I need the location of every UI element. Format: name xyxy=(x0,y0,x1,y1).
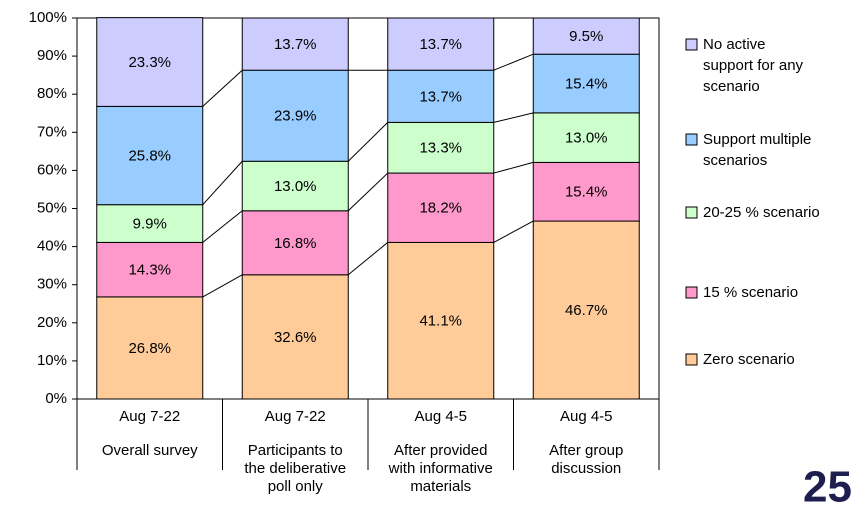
bar-segment xyxy=(241,17,349,71)
connector xyxy=(493,220,534,243)
bar-segment xyxy=(241,274,349,400)
data-label: 26.8% xyxy=(128,340,171,357)
data-label: 9.5% xyxy=(569,28,603,45)
bar-segment xyxy=(387,241,495,400)
data-label: 13.0% xyxy=(565,130,608,147)
bar-segment xyxy=(96,204,204,243)
y-tick-label: 0% xyxy=(45,390,67,407)
connector xyxy=(347,242,389,276)
bar-segment xyxy=(96,296,204,400)
y-tick-label: 30% xyxy=(37,276,67,293)
bar-segment xyxy=(532,17,640,55)
data-label: 13.3% xyxy=(419,140,462,157)
connector xyxy=(347,122,389,162)
bar-segment xyxy=(387,17,495,71)
connector xyxy=(493,161,534,174)
legend-swatch xyxy=(685,286,698,299)
y-tick-label: 40% xyxy=(37,238,67,255)
connector xyxy=(493,53,534,71)
legend-label: No active support for any scenario xyxy=(703,36,804,95)
data-label: 25.8% xyxy=(128,148,171,165)
bar-segment xyxy=(241,160,349,212)
y-tick-label: 90% xyxy=(37,47,67,64)
bar-segment xyxy=(96,241,204,298)
y-tick-label: 60% xyxy=(37,161,67,178)
data-label: 15.4% xyxy=(565,76,608,93)
connector xyxy=(202,160,243,206)
x-tick-label: Aug 4-5 xyxy=(414,408,467,425)
bar-segment xyxy=(96,105,204,206)
data-label: 13.0% xyxy=(274,178,317,195)
y-tick-label: 10% xyxy=(37,352,67,369)
page-number: 25 xyxy=(803,463,852,506)
data-label: 18.2% xyxy=(419,200,462,217)
connector xyxy=(347,172,389,212)
data-label: 9.9% xyxy=(133,216,167,233)
x-sublabel: Participants to the deliberative poll only xyxy=(244,442,346,495)
bar-segment xyxy=(532,220,640,400)
bar-segment xyxy=(387,172,495,243)
x-sublabel: After provided with informative materials xyxy=(388,442,493,495)
bar-segment xyxy=(387,69,495,123)
data-label: 16.8% xyxy=(274,235,317,252)
data-label: 23.9% xyxy=(274,108,317,125)
bar-segment xyxy=(241,210,349,276)
data-label: 15.4% xyxy=(565,184,608,201)
y-tick-label: 50% xyxy=(37,199,67,216)
y-tick-label: 20% xyxy=(37,314,67,331)
bar-segment xyxy=(241,69,349,162)
data-label: 46.7% xyxy=(565,302,608,319)
connector xyxy=(202,274,243,298)
connector xyxy=(202,210,243,243)
x-sublabel: Overall survey xyxy=(102,442,198,459)
bar-segment xyxy=(96,17,204,107)
y-tick-label: 100% xyxy=(29,9,67,26)
x-tick-label: Aug 7-22 xyxy=(265,408,326,425)
connector xyxy=(493,112,534,123)
data-label: 13.7% xyxy=(419,88,462,105)
x-tick-label: Aug 7-22 xyxy=(119,408,180,425)
legend-label: Support multiple scenarios xyxy=(703,131,811,169)
legend-swatch xyxy=(685,38,698,51)
bar-segment xyxy=(387,121,495,174)
bar-segment xyxy=(532,161,640,222)
legend-swatch xyxy=(685,206,698,219)
data-label: 32.6% xyxy=(274,329,317,346)
legend-label: 20-25 % scenario xyxy=(703,204,820,221)
data-label: 41.1% xyxy=(419,313,462,330)
data-label: 13.7% xyxy=(274,36,317,53)
legend-swatch xyxy=(685,353,698,366)
bar-segment xyxy=(532,53,640,114)
x-sublabel: After group discussion xyxy=(549,442,623,477)
data-label: 13.7% xyxy=(419,36,462,53)
legend-label: 15 % scenario xyxy=(703,284,798,301)
connector xyxy=(202,69,243,107)
data-label: 14.3% xyxy=(128,262,171,279)
x-tick-label: Aug 4-5 xyxy=(560,408,613,425)
y-tick-label: 70% xyxy=(37,123,67,140)
legend-label: Zero scenario xyxy=(703,351,795,368)
y-tick-label: 80% xyxy=(37,85,67,102)
data-label: 23.3% xyxy=(128,54,171,71)
legend-swatch xyxy=(685,133,698,146)
